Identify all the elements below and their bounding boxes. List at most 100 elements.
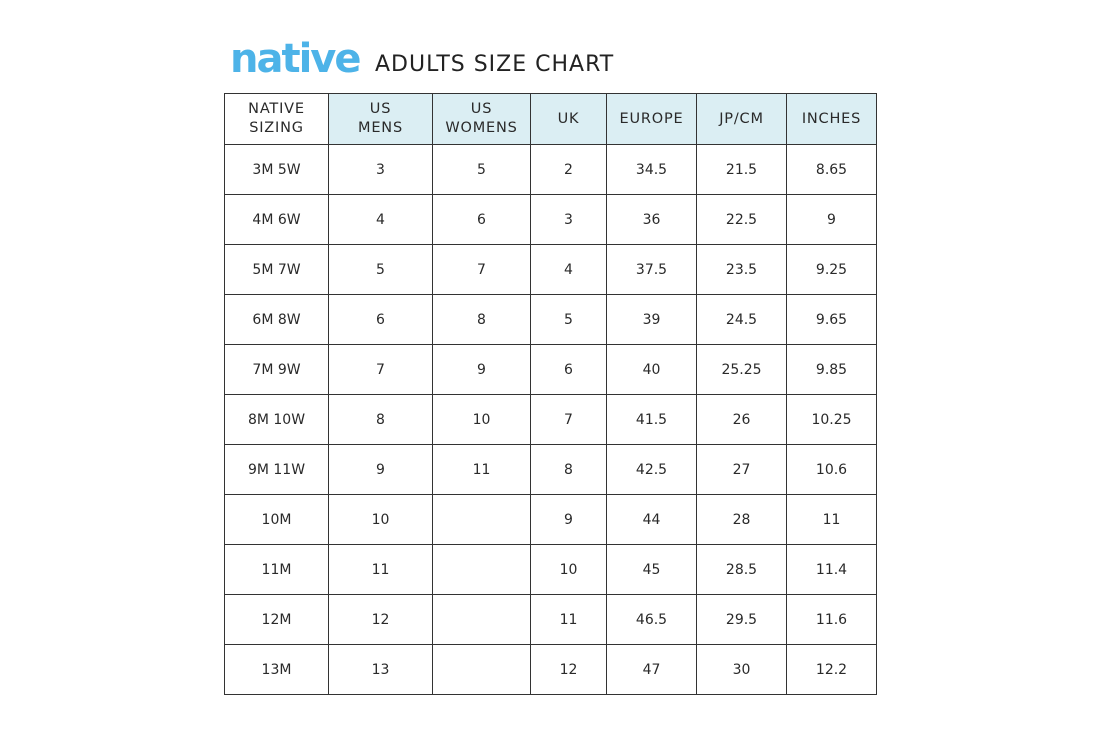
table-row: 9M 11W 9 11 8 42.5 27 10.6 (224, 444, 877, 495)
cell-jp-cm: 24.5 (696, 294, 787, 345)
table-row: 11M 11 10 45 28.5 11.4 (224, 544, 877, 595)
size-chart-table: NATIVE SIZING US MENS US WOMENS UK EUROPE JP/CM I… (224, 93, 877, 695)
column-header-text: JP/CM (719, 110, 764, 127)
page-title: ADULTS SIZE CHART (375, 52, 615, 77)
cell-us-womens: 10 (432, 394, 531, 445)
cell-uk: 6 (530, 344, 607, 395)
table-row: 5M 7W 5 7 4 37.5 23.5 9.25 (224, 244, 877, 295)
cell-uk: 4 (530, 244, 607, 295)
cell-us-mens: 10 (328, 494, 433, 545)
table-row: 8M 10W 8 10 7 41.5 26 10.25 (224, 394, 877, 445)
cell-native-sizing: 9M 11W (224, 444, 329, 495)
cell-europe: 37.5 (606, 244, 697, 295)
cell-jp-cm: 28 (696, 494, 787, 545)
cell-inches: 11 (786, 494, 877, 545)
column-header-text: SIZING (249, 120, 304, 136)
cell-us-mens: 8 (328, 394, 433, 445)
cell-inches: 9.25 (786, 244, 877, 295)
cell-native-sizing: 5M 7W (224, 244, 329, 295)
cell-us-womens: 6 (432, 194, 531, 245)
cell-europe: 40 (606, 344, 697, 395)
cell-uk: 9 (530, 494, 607, 545)
cell-native-sizing: 11M (224, 544, 329, 595)
cell-us-mens: 6 (328, 294, 433, 345)
cell-us-mens: 4 (328, 194, 433, 245)
cell-europe: 42.5 (606, 444, 697, 495)
cell-jp-cm: 23.5 (696, 244, 787, 295)
cell-jp-cm: 21.5 (696, 144, 787, 195)
cell-native-sizing: 7M 9W (224, 344, 329, 395)
cell-us-womens: 8 (432, 294, 531, 345)
cell-inches: 12.2 (786, 644, 877, 695)
column-header-text: MENS (358, 120, 403, 136)
cell-europe: 39 (606, 294, 697, 345)
table-row: 13M 13 12 47 30 12.2 (224, 644, 877, 695)
table-row: 12M 12 11 46.5 29.5 11.6 (224, 594, 877, 645)
cell-jp-cm: 29.5 (696, 594, 787, 645)
cell-inches: 9.65 (786, 294, 877, 345)
cell-us-mens: 5 (328, 244, 433, 295)
cell-us-mens: 3 (328, 144, 433, 195)
column-header-text: US (369, 101, 392, 117)
cell-uk: 10 (530, 544, 607, 595)
table-row: 4M 6W 4 6 3 36 22.5 9 (224, 194, 877, 245)
cell-europe: 47 (606, 644, 697, 695)
column-header-text: WOMENS (445, 120, 518, 136)
column-header-uk: UK (530, 93, 607, 145)
cell-jp-cm: 22.5 (696, 194, 787, 245)
cell-jp-cm: 25.25 (696, 344, 787, 395)
column-header-us-womens: US WOMENS (432, 93, 531, 145)
column-header-text: INCHES (801, 110, 862, 127)
cell-us-womens (432, 644, 531, 695)
cell-us-womens: 11 (432, 444, 531, 495)
cell-us-mens: 11 (328, 544, 433, 595)
cell-us-mens: 7 (328, 344, 433, 395)
cell-jp-cm: 28.5 (696, 544, 787, 595)
column-header-text: US (470, 101, 493, 117)
cell-jp-cm: 30 (696, 644, 787, 695)
cell-uk: 12 (530, 644, 607, 695)
cell-uk: 2 (530, 144, 607, 195)
cell-us-mens: 12 (328, 594, 433, 645)
cell-inches: 8.65 (786, 144, 877, 195)
cell-uk: 5 (530, 294, 607, 345)
cell-native-sizing: 10M (224, 494, 329, 545)
cell-native-sizing: 3M 5W (224, 144, 329, 195)
column-header-inches: INCHES (786, 93, 877, 145)
cell-europe: 36 (606, 194, 697, 245)
column-header-text: NATIVE (248, 101, 305, 117)
cell-uk: 7 (530, 394, 607, 445)
cell-uk: 11 (530, 594, 607, 645)
table-row: 3M 5W 3 5 2 34.5 21.5 8.65 (224, 144, 877, 195)
cell-us-womens: 7 (432, 244, 531, 295)
cell-uk: 8 (530, 444, 607, 495)
cell-inches: 9.85 (786, 344, 877, 395)
column-header-jp-cm: JP/CM (696, 93, 787, 145)
native-logo: native (230, 36, 362, 82)
cell-jp-cm: 27 (696, 444, 787, 495)
column-header-us-mens: US MENS (328, 93, 433, 145)
column-header-native-sizing: NATIVE SIZING (224, 93, 329, 145)
header-row: NATIVE SIZING US MENS US WOMENS UK EUROPE JP/CM I… (224, 93, 877, 145)
cell-us-womens: 9 (432, 344, 531, 395)
table-row: 7M 9W 7 9 6 40 25.25 9.85 (224, 344, 877, 395)
cell-native-sizing: 4M 6W (224, 194, 329, 245)
cell-us-womens (432, 494, 531, 545)
cell-inches: 11.4 (786, 544, 877, 595)
column-header-text: EUROPE (619, 110, 684, 127)
cell-europe: 44 (606, 494, 697, 545)
cell-us-womens (432, 544, 531, 595)
column-header-text: UK (557, 110, 580, 127)
column-header-europe: EUROPE (606, 93, 697, 145)
cell-native-sizing: 8M 10W (224, 394, 329, 445)
cell-us-mens: 9 (328, 444, 433, 495)
cell-uk: 3 (530, 194, 607, 245)
cell-inches: 11.6 (786, 594, 877, 645)
cell-inches: 9 (786, 194, 877, 245)
cell-us-womens (432, 594, 531, 645)
cell-inches: 10.25 (786, 394, 877, 445)
table-row: 6M 8W 6 8 5 39 24.5 9.65 (224, 294, 877, 345)
cell-native-sizing: 6M 8W (224, 294, 329, 345)
cell-us-mens: 13 (328, 644, 433, 695)
cell-europe: 45 (606, 544, 697, 595)
